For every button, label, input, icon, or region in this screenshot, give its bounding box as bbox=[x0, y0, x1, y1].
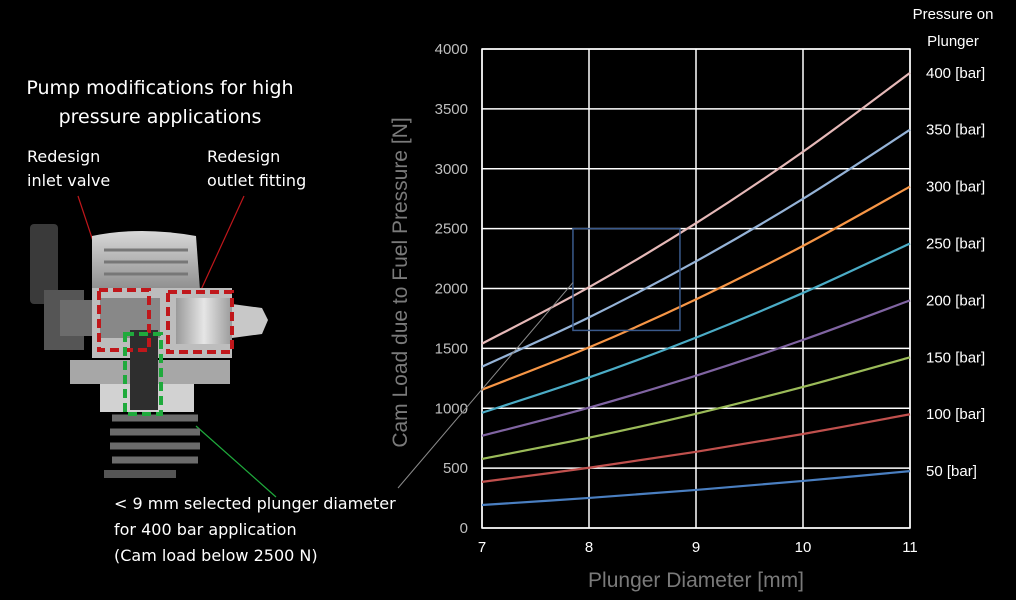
caption-line3: (Cam load below 2500 N) bbox=[114, 546, 318, 565]
plunger-caption: < 9 mm selected plunger diameter for 400… bbox=[114, 491, 444, 569]
inlet-callout-line2: inlet valve bbox=[27, 171, 111, 190]
y-tick-label: 1000 bbox=[435, 400, 468, 417]
series-line bbox=[481, 299, 911, 437]
x-tick-label: 9 bbox=[692, 539, 700, 556]
outlet-fitting bbox=[176, 298, 268, 344]
series-label: 400 [bar] bbox=[926, 65, 985, 82]
x-tick-label: 11 bbox=[902, 539, 918, 556]
y-tick-label: 2000 bbox=[435, 281, 468, 298]
inlet-callout-line1: Redesign bbox=[27, 147, 101, 166]
y-axis-label: Cam Load due to Fuel Pressure [N] bbox=[389, 117, 412, 447]
y-tick-label: 3000 bbox=[435, 161, 468, 178]
series-label: 250 [bar] bbox=[926, 235, 985, 252]
zoom-box bbox=[572, 227, 681, 332]
outlet-leader-line bbox=[199, 195, 245, 293]
series-label: 200 [bar] bbox=[926, 292, 985, 309]
plunger-spring bbox=[104, 330, 200, 478]
series-label: 50 [bar] bbox=[926, 463, 977, 480]
series-label: 350 [bar] bbox=[926, 122, 985, 139]
caption-line1: < 9 mm selected plunger diameter bbox=[114, 494, 396, 513]
damper-cover bbox=[92, 231, 200, 290]
inlet-valve-callout: Redesign inlet valve bbox=[27, 145, 110, 193]
caption-line2: for 400 bar application bbox=[114, 520, 297, 539]
x-tick-label: 7 bbox=[478, 539, 486, 556]
series-line bbox=[481, 242, 911, 414]
y-tick-label: 1500 bbox=[435, 340, 468, 357]
series-line bbox=[481, 470, 911, 507]
x-axis-label: Plunger Diameter [mm] bbox=[588, 569, 804, 592]
series-label: 100 [bar] bbox=[926, 406, 985, 423]
y-tick-label: 2500 bbox=[435, 221, 468, 238]
y-tick-label: 500 bbox=[443, 460, 468, 477]
plunger-highlight bbox=[123, 332, 163, 416]
series-line bbox=[481, 413, 911, 483]
series-line bbox=[481, 128, 911, 368]
diagram-heading: Pump modifications for high pressure app… bbox=[26, 77, 294, 128]
zoom-leader-line bbox=[397, 282, 574, 489]
outlet-fitting-highlight bbox=[166, 290, 234, 354]
outlet-callout-line2: outlet fitting bbox=[207, 171, 307, 190]
legend-title-line2: Plunger bbox=[927, 33, 979, 50]
series-line bbox=[481, 185, 911, 391]
outlet-callout-line1: Redesign bbox=[207, 147, 281, 166]
legend-title: Pressure on bbox=[913, 6, 994, 23]
outlet-fitting-callout: Redesign outlet fitting bbox=[207, 145, 306, 193]
series-label: 300 [bar] bbox=[926, 179, 985, 196]
y-tick-label: 0 bbox=[460, 520, 468, 537]
x-tick-label: 10 bbox=[795, 539, 812, 556]
y-tick-label: 4000 bbox=[435, 41, 468, 58]
x-tick-label: 8 bbox=[585, 539, 593, 556]
series-label: 150 [bar] bbox=[926, 349, 985, 366]
series-line bbox=[481, 356, 911, 460]
plunger-leader-line bbox=[195, 425, 277, 498]
y-tick-label: 3500 bbox=[435, 101, 468, 118]
